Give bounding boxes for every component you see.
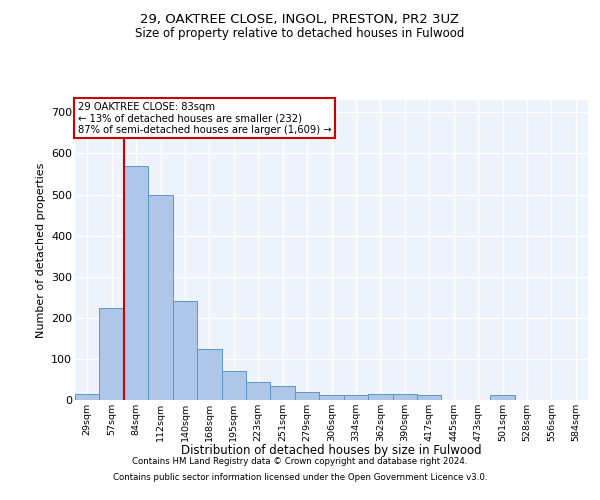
Y-axis label: Number of detached properties: Number of detached properties — [35, 162, 46, 338]
Text: 29, OAKTREE CLOSE, INGOL, PRESTON, PR2 3UZ: 29, OAKTREE CLOSE, INGOL, PRESTON, PR2 3… — [140, 12, 460, 26]
Bar — [295, 392, 319, 400]
Bar — [148, 194, 173, 400]
Bar — [75, 394, 100, 400]
Bar — [100, 308, 124, 400]
Bar — [490, 395, 515, 400]
Bar — [392, 394, 417, 400]
X-axis label: Distribution of detached houses by size in Fulwood: Distribution of detached houses by size … — [181, 444, 482, 457]
Bar — [246, 382, 271, 400]
Text: Contains HM Land Registry data © Crown copyright and database right 2024.: Contains HM Land Registry data © Crown c… — [132, 458, 468, 466]
Bar — [271, 386, 295, 400]
Bar — [368, 394, 392, 400]
Bar — [124, 166, 148, 400]
Bar — [221, 371, 246, 400]
Bar — [197, 348, 221, 400]
Bar — [319, 395, 344, 400]
Text: Size of property relative to detached houses in Fulwood: Size of property relative to detached ho… — [136, 28, 464, 40]
Text: 29 OAKTREE CLOSE: 83sqm
← 13% of detached houses are smaller (232)
87% of semi-d: 29 OAKTREE CLOSE: 83sqm ← 13% of detache… — [77, 102, 331, 134]
Bar — [173, 302, 197, 400]
Bar — [344, 395, 368, 400]
Bar — [417, 395, 442, 400]
Text: Contains public sector information licensed under the Open Government Licence v3: Contains public sector information licen… — [113, 472, 487, 482]
